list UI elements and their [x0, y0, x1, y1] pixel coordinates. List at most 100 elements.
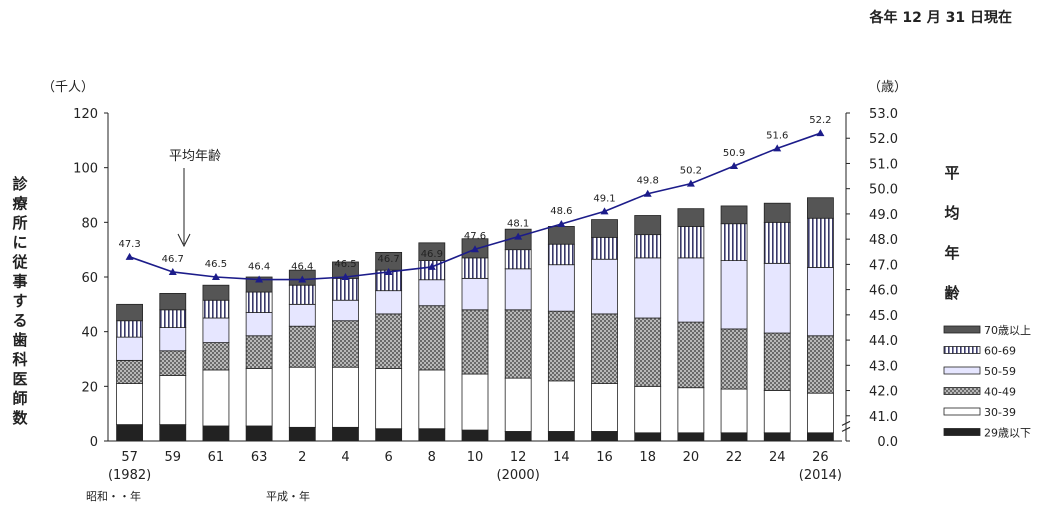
average-age-label: 50.9 — [723, 148, 745, 159]
bar-segment — [721, 261, 747, 329]
legend-label: 50-59 — [984, 365, 1016, 378]
bar-segment — [505, 250, 531, 269]
y-axis-title-char: 所 — [12, 214, 27, 232]
bar-segment — [764, 263, 790, 333]
bar-segment — [635, 258, 661, 318]
y-axis-title-char: 従 — [11, 253, 28, 271]
bar-segment — [160, 351, 186, 376]
legend: 70歳以上60-6950-5940-4930-3929歳以下 — [944, 324, 1031, 440]
y2-axis-title: 平均年齢 — [944, 164, 960, 302]
bar-segment — [764, 203, 790, 222]
bar-segment — [678, 226, 704, 257]
y-tick-label: 80 — [81, 216, 98, 231]
bar-segment — [807, 267, 833, 335]
bar-segment — [807, 433, 833, 441]
y-axis-title-char: に — [12, 234, 27, 252]
left-unit-label: （千人） — [42, 80, 94, 95]
bar-segment — [203, 370, 229, 426]
bar-segment — [332, 367, 358, 427]
bar-segment — [721, 224, 747, 261]
bar-segment — [332, 278, 358, 300]
bar-segment — [721, 389, 747, 433]
average-age-label: 50.2 — [680, 166, 702, 177]
x-tick-label: 14 — [553, 450, 570, 465]
legend-swatch — [944, 367, 980, 374]
y-tick-label: 0 — [90, 435, 98, 450]
bar-segment — [505, 431, 531, 441]
bar-segment — [764, 390, 790, 432]
date-note: 各年 12 月 31 日現在 — [869, 9, 1012, 26]
bar-segment — [246, 292, 272, 313]
bar-segment — [592, 314, 618, 384]
legend-swatch — [944, 347, 980, 354]
bar-segment — [117, 304, 143, 320]
legend-label: 29歳以下 — [984, 427, 1031, 440]
y2-tick-label: 47.0 — [869, 258, 898, 273]
bar-segment — [419, 306, 445, 370]
y2-tick-label: 42.0 — [869, 385, 898, 400]
bar-segment — [721, 206, 747, 224]
x-tick-label: 22 — [726, 450, 743, 465]
bar-segment — [289, 367, 315, 427]
average-age-label: 46.7 — [378, 254, 400, 265]
x-tick-label: 59 — [164, 450, 181, 465]
bar-segment — [376, 314, 402, 369]
x-tick-label: 6 — [385, 450, 393, 465]
bar-segment — [592, 431, 618, 441]
y-axis-title-char: す — [12, 292, 27, 310]
bar-segment — [376, 291, 402, 314]
y2-tick-label: 0.0 — [877, 435, 898, 450]
average-age-label: 46.5 — [205, 259, 227, 270]
y-axis-title-char: 歯 — [12, 331, 27, 349]
bar-segment — [203, 300, 229, 318]
x-tick-label: 8 — [428, 450, 436, 465]
bar-segment — [764, 333, 790, 390]
bar-segment — [289, 326, 315, 367]
bar-segment — [592, 237, 618, 259]
bar-segment — [462, 278, 488, 309]
legend-swatch — [944, 408, 980, 415]
average-age-point — [126, 253, 134, 260]
y2-tick-label: 50.0 — [869, 183, 898, 198]
bar-segment — [462, 258, 488, 279]
x-tick-label: 16 — [596, 450, 613, 465]
average-age-label: 47.6 — [464, 231, 486, 242]
bar-segment — [332, 427, 358, 441]
y2-tick-label: 45.0 — [869, 309, 898, 324]
bar-segment — [505, 310, 531, 378]
bar-segment — [246, 426, 272, 441]
bar-segment — [289, 285, 315, 304]
legend-label: 40-49 — [984, 386, 1016, 399]
bar-segment — [332, 300, 358, 321]
average-age-label: 51.6 — [766, 130, 788, 141]
average-age-point — [816, 129, 824, 136]
bar-segment — [505, 378, 531, 431]
average-age-label: 49.1 — [593, 193, 615, 204]
x-tick-label: 4 — [341, 450, 349, 465]
bar-segment — [635, 216, 661, 235]
y2-tick-label: 52.0 — [869, 132, 898, 147]
bar-segment — [807, 218, 833, 267]
bar-segment — [203, 426, 229, 441]
average-age-label: 48.1 — [507, 219, 529, 230]
y-axis-title-char: 医 — [12, 370, 27, 388]
y2-tick-label: 41.0 — [869, 410, 898, 425]
bar-segment — [678, 209, 704, 227]
x-tick-label: 20 — [683, 450, 700, 465]
y-axis-title-char: 数 — [12, 409, 28, 427]
bar-segment — [462, 374, 488, 430]
bar-segment — [203, 343, 229, 370]
x-tick-label: 61 — [208, 450, 225, 465]
bar-segment — [721, 329, 747, 389]
legend-label: 70歳以上 — [984, 324, 1031, 337]
x-tick-label: 24 — [769, 450, 786, 465]
bar-segment — [462, 310, 488, 374]
bar-segment — [117, 384, 143, 425]
bar-segment — [160, 310, 186, 328]
x-tick-label: 12 — [510, 450, 527, 465]
bar-segment — [117, 425, 143, 441]
bar-segment — [635, 386, 661, 432]
bar-segment — [203, 285, 229, 300]
era-label-heisei: 平成・年 — [266, 489, 310, 503]
